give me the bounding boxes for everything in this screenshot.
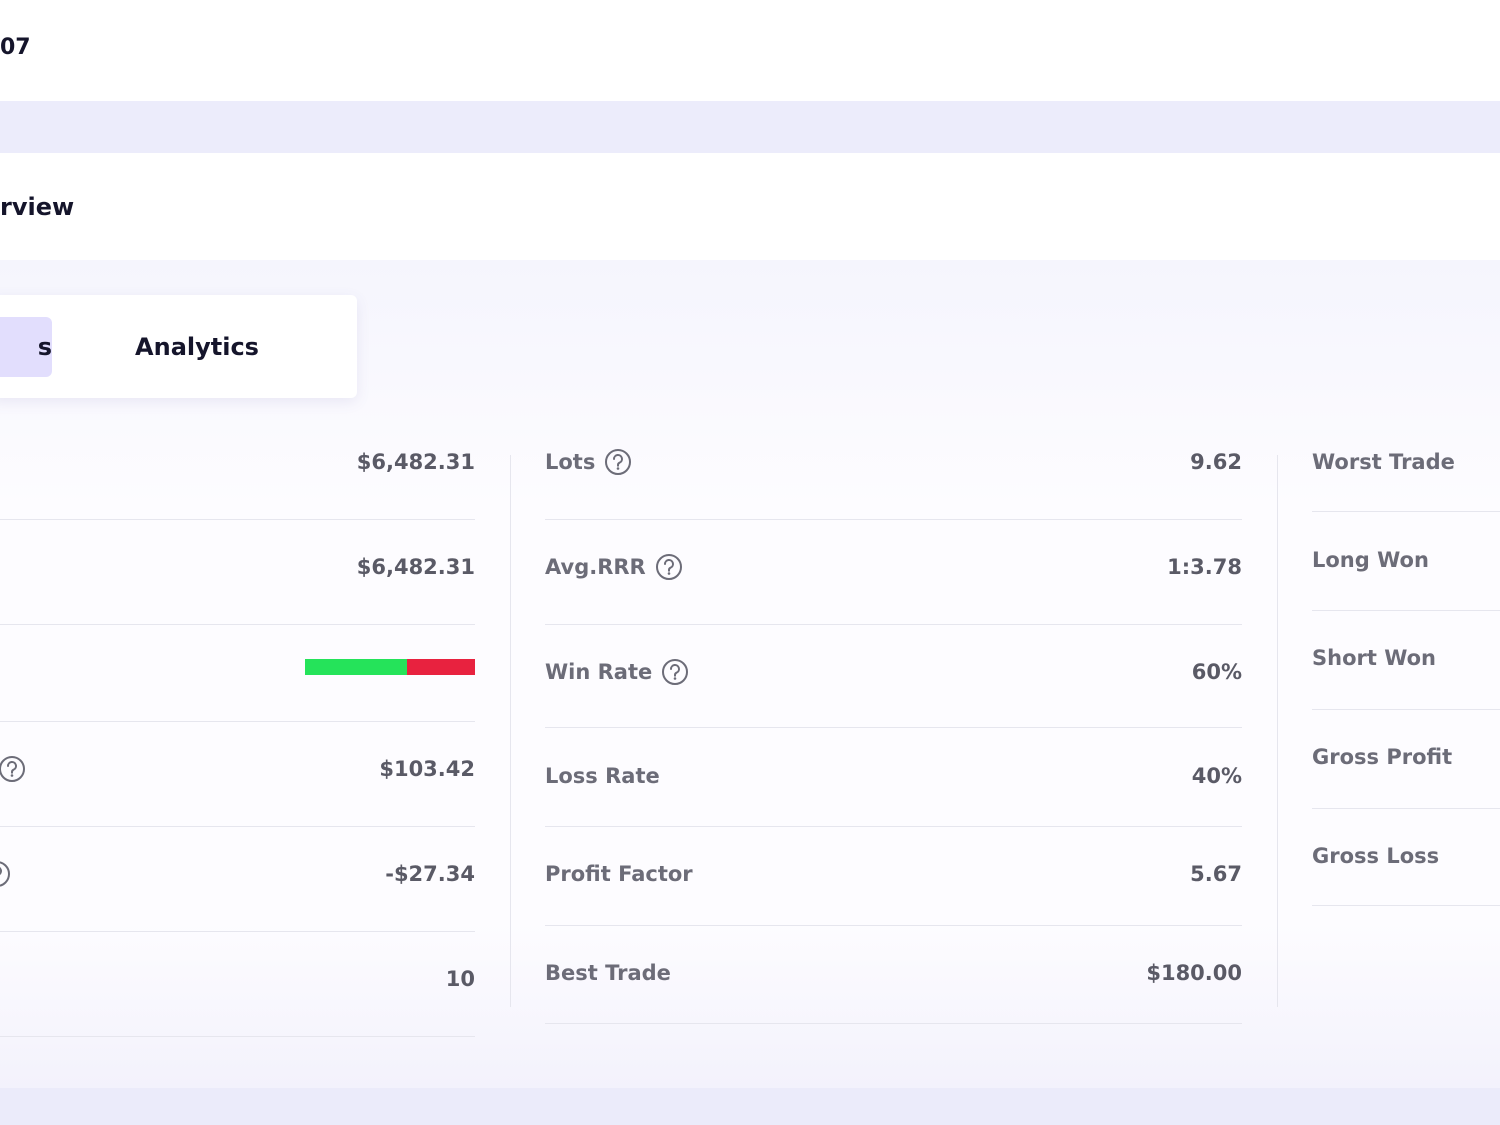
label-text: Profit Factor xyxy=(545,862,693,886)
help-icon[interactable] xyxy=(661,658,689,686)
stat-label: Best Trade xyxy=(545,958,671,988)
column-divider xyxy=(1277,455,1278,1007)
loss-bar xyxy=(407,659,475,675)
stat-value: 40% xyxy=(1191,764,1242,788)
label-text: Best Trade xyxy=(545,961,671,985)
tab-bar xyxy=(0,295,357,398)
row-separator xyxy=(1312,610,1500,611)
stat-value: 5.67 xyxy=(1190,862,1242,886)
tab[interactable]: Analytics xyxy=(135,333,259,361)
label-text: Avg.RRR xyxy=(545,555,646,579)
stat-value: $103.42 xyxy=(379,757,475,781)
win-bar xyxy=(305,659,407,675)
stat-label: Loss Rate xyxy=(545,761,660,791)
header-band xyxy=(0,101,1500,153)
row-separator xyxy=(1312,905,1500,906)
stat-value: $6,482.31 xyxy=(356,450,475,474)
stat-value: -$27.34 xyxy=(385,862,475,886)
row-separator xyxy=(0,519,475,520)
label-text: Gross Profit xyxy=(1312,745,1453,769)
stat-value: 9.62 xyxy=(1190,450,1242,474)
stat-label: Profit Factor xyxy=(545,859,693,889)
row-separator xyxy=(545,925,1242,926)
row-separator xyxy=(1312,709,1500,710)
stat-value: 10 xyxy=(445,967,475,991)
row-separator xyxy=(545,826,1242,827)
stat-label: Gross Loss xyxy=(1312,841,1439,871)
stat-label: Gross Profit xyxy=(1312,742,1452,772)
stat-value: 60% xyxy=(1191,660,1242,684)
row-separator xyxy=(545,727,1242,728)
row-separator xyxy=(0,1036,475,1037)
help-icon[interactable] xyxy=(0,860,11,888)
row-separator xyxy=(1312,808,1500,809)
stat-value: 1:3.78 xyxy=(1167,555,1242,579)
account-id: 07 xyxy=(0,35,31,60)
row-separator xyxy=(1312,511,1500,512)
stat-label: Lots xyxy=(545,447,632,477)
row-separator xyxy=(0,826,475,827)
stat-value: $6,482.31 xyxy=(356,555,475,579)
label-text: Gross Loss xyxy=(1312,844,1440,868)
stat-label: Long Won xyxy=(1312,545,1429,575)
help-icon[interactable] xyxy=(0,755,26,783)
stats-panel xyxy=(0,260,1500,1088)
label-text: Short Won xyxy=(1312,646,1437,670)
section-title: rview xyxy=(0,193,75,221)
stat-label: Avg.RRR xyxy=(545,552,683,582)
column-divider xyxy=(510,455,511,1007)
stat-label: Short Won xyxy=(1312,643,1436,673)
help-icon[interactable] xyxy=(655,553,683,581)
footer-band xyxy=(0,1088,1500,1125)
label-text: Loss Rate xyxy=(545,764,660,788)
stat-value: $180.00 xyxy=(1146,961,1242,985)
label-text: Worst Trade xyxy=(1312,450,1455,474)
stat-label: Worst Trade xyxy=(1312,447,1455,477)
help-icon[interactable] xyxy=(604,448,632,476)
row-separator xyxy=(545,624,1242,625)
stat-label: Win Rate xyxy=(545,657,689,687)
row-separator xyxy=(545,1023,1242,1024)
row-separator xyxy=(545,519,1242,520)
row-separator xyxy=(0,931,475,932)
label-text: Long Won xyxy=(1312,548,1429,572)
row-separator xyxy=(0,721,475,722)
row-separator xyxy=(0,624,475,625)
tab[interactable]: s xyxy=(0,317,52,377)
label-text: Lots xyxy=(545,450,596,474)
label-text: Win Rate xyxy=(545,660,653,684)
